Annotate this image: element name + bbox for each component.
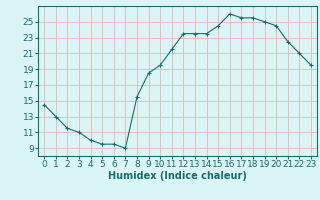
X-axis label: Humidex (Indice chaleur): Humidex (Indice chaleur) xyxy=(108,171,247,181)
